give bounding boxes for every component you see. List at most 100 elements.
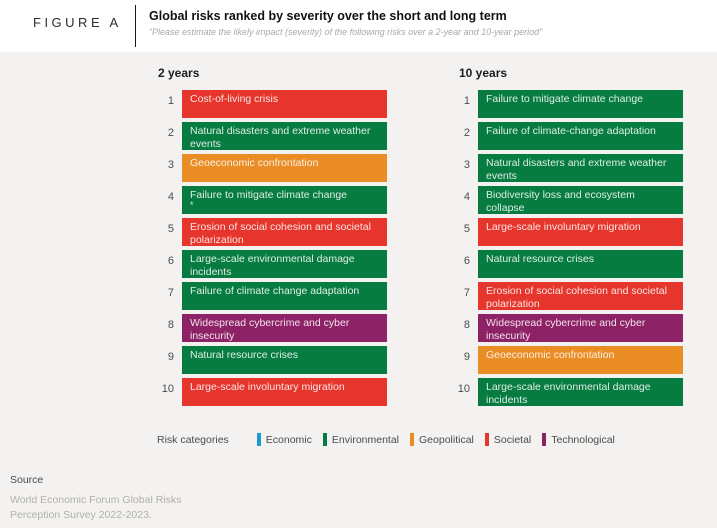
rank-number: 7 (463, 287, 470, 299)
figure-title: Global risks ranked by severity over the… (149, 9, 507, 23)
rank-number: 4 (463, 191, 470, 203)
source-line: Perception Survey 2022-2023. (10, 509, 152, 521)
source-block: Source World Economic Forum Global Risks… (10, 474, 181, 523)
risk-bar: Geoeconomic confrontation (182, 154, 387, 182)
rank-number: 9 (463, 351, 470, 363)
rank-number: 5 (167, 223, 174, 235)
risk-bar: Failure to mitigate climate change (478, 90, 683, 118)
ranking-row: 5 Large-scale involuntary migration (446, 218, 686, 246)
risk-label: Natural disasters and extreme weather ev… (486, 157, 667, 182)
rank-number: 6 (463, 255, 470, 267)
ranking-row: 7 Failure of climate change adaptation (150, 282, 390, 310)
rank-number: 1 (167, 95, 174, 107)
rank-number: 2 (167, 127, 174, 139)
rank-number: 7 (167, 287, 174, 299)
category-color-swatch (542, 433, 547, 446)
risk-footnote: * (190, 199, 194, 210)
risk-bar: Natural disasters and extreme weather ev… (478, 154, 683, 182)
legend-item-label: Environmental (331, 433, 400, 446)
ranking-row: 9 Geoeconomic confrontation (446, 346, 686, 374)
risk-label: Cost-of-living crisis (190, 93, 279, 105)
risk-bar: Biodiversity loss and ecosystem collapse (478, 186, 683, 214)
risk-label: Natural resource crises (190, 349, 298, 361)
rank-number: 8 (463, 319, 470, 331)
risk-bar: Natural resource crises (182, 346, 387, 374)
ranking-row: 6 Natural resource crises (446, 250, 686, 278)
rank-number: 6 (167, 255, 174, 267)
category-color-swatch (322, 433, 327, 446)
ranking-rows: 1 Cost-of-living crisis 2 Natural disast… (150, 90, 390, 406)
risk-bar: Failure of climate change adaptation (182, 282, 387, 310)
category-color-swatch (484, 433, 489, 446)
ranking-rows: 1 Failure to mitigate climate change 2 F… (446, 90, 686, 406)
legend-item-label: Societal (493, 433, 532, 446)
rank-number: 4 (167, 191, 174, 203)
source-line: World Economic Forum Global Risks (10, 494, 182, 506)
risk-bar: Large-scale environmental damage inciden… (182, 250, 387, 278)
rank-number: 3 (463, 159, 470, 171)
source-lines: World Economic Forum Global Risks Percep… (10, 493, 181, 523)
ranking-row: 1 Cost-of-living crisis (150, 90, 390, 118)
risk-bar: Erosion of social cohesion and societal … (182, 218, 387, 246)
legend-item-label: Geopolitical (419, 433, 474, 446)
risk-bar: Widespread cybercrime and cyber insecuri… (478, 314, 683, 342)
category-color-swatch (256, 433, 261, 446)
risk-bar: Cost-of-living crisis (182, 90, 387, 118)
legend-items: Economic Environmental Geopolitical Soci… (256, 433, 626, 446)
legend-item-label: Economic (265, 433, 312, 446)
risk-label: Failure of climate-change adaptation (486, 125, 656, 137)
category-color-swatch (410, 433, 415, 446)
risk-label: Large-scale involuntary migration (486, 221, 641, 233)
ranking-row: 6 Large-scale environmental damage incid… (150, 250, 390, 278)
legend-item: Economic (256, 433, 312, 446)
risk-bar: Widespread cybercrime and cyber insecuri… (182, 314, 387, 342)
risk-label: Large-scale involuntary migration (190, 381, 345, 393)
ranking-row: 10 Large-scale environmental damage inci… (446, 378, 686, 406)
legend-item: Environmental (322, 433, 400, 446)
ranking-row: 8 Widespread cybercrime and cyber insecu… (446, 314, 686, 342)
risk-label: Failure of climate change adaptation (190, 285, 360, 297)
ranking-row: 3 Natural disasters and extreme weather … (446, 154, 686, 182)
risk-bar: Natural disasters and extreme weather ev… (182, 122, 387, 150)
risk-label: Large-scale environmental damage inciden… (486, 381, 651, 406)
risk-label: Large-scale environmental damage inciden… (190, 253, 355, 278)
risk-label: Geoeconomic confrontation (486, 349, 615, 361)
risk-label: Natural resource crises (486, 253, 594, 265)
risk-label: Biodiversity loss and ecosystem collapse (486, 189, 635, 214)
column-heading: 10 years (459, 66, 508, 80)
risk-bar: Geoeconomic confrontation (478, 346, 683, 374)
figure-label: FIGURE A (33, 15, 122, 30)
header-divider (135, 5, 136, 47)
ranking-row: 7 Erosion of social cohesion and societa… (446, 282, 686, 310)
column-heading: 2 years (158, 66, 200, 80)
rank-number: 10 (161, 383, 174, 395)
risk-label: Natural disasters and extreme weather ev… (190, 125, 371, 150)
rank-number: 10 (457, 383, 470, 395)
rank-number: 9 (167, 351, 174, 363)
risk-label: Failure to mitigate climate change (486, 93, 643, 105)
ranking-row: 9 Natural resource crises (150, 346, 390, 374)
rank-number: 2 (463, 127, 470, 139)
risk-bar: Large-scale involuntary migration (182, 378, 387, 406)
risk-bar: Natural resource crises (478, 250, 683, 278)
ranking-row: 4 Biodiversity loss and ecosystem collap… (446, 186, 686, 214)
figure-subtitle: “Please estimate the likely impact (seve… (149, 27, 543, 37)
legend-item: Geopolitical (410, 433, 474, 446)
ranking-row: 5 Erosion of social cohesion and societa… (150, 218, 390, 246)
risk-bar: Failure of climate-change adaptation (478, 122, 683, 150)
risk-label: Widespread cybercrime and cyber insecuri… (190, 317, 350, 342)
ranking-column-2-years: 2 years 1 Cost-of-living crisis 2 Natura… (150, 66, 390, 410)
risk-bar: Large-scale environmental damage inciden… (478, 378, 683, 406)
legend-item-label: Technological (551, 433, 615, 446)
ranking-row: 2 Failure of climate-change adaptation (446, 122, 686, 150)
risk-label: Erosion of social cohesion and societal … (486, 285, 667, 310)
risk-label: Geoeconomic confrontation (190, 157, 319, 169)
risk-label: Erosion of social cohesion and societal … (190, 221, 371, 246)
ranking-row: 2 Natural disasters and extreme weather … (150, 122, 390, 150)
risk-label: Failure to mitigate climate change (190, 189, 347, 201)
ranking-row: 3 Geoeconomic confrontation (150, 154, 390, 182)
source-label: Source (10, 474, 44, 486)
ranking-column-10-years: 10 years 1 Failure to mitigate climate c… (446, 66, 686, 410)
risk-bar: Failure to mitigate climate change * (182, 186, 387, 214)
